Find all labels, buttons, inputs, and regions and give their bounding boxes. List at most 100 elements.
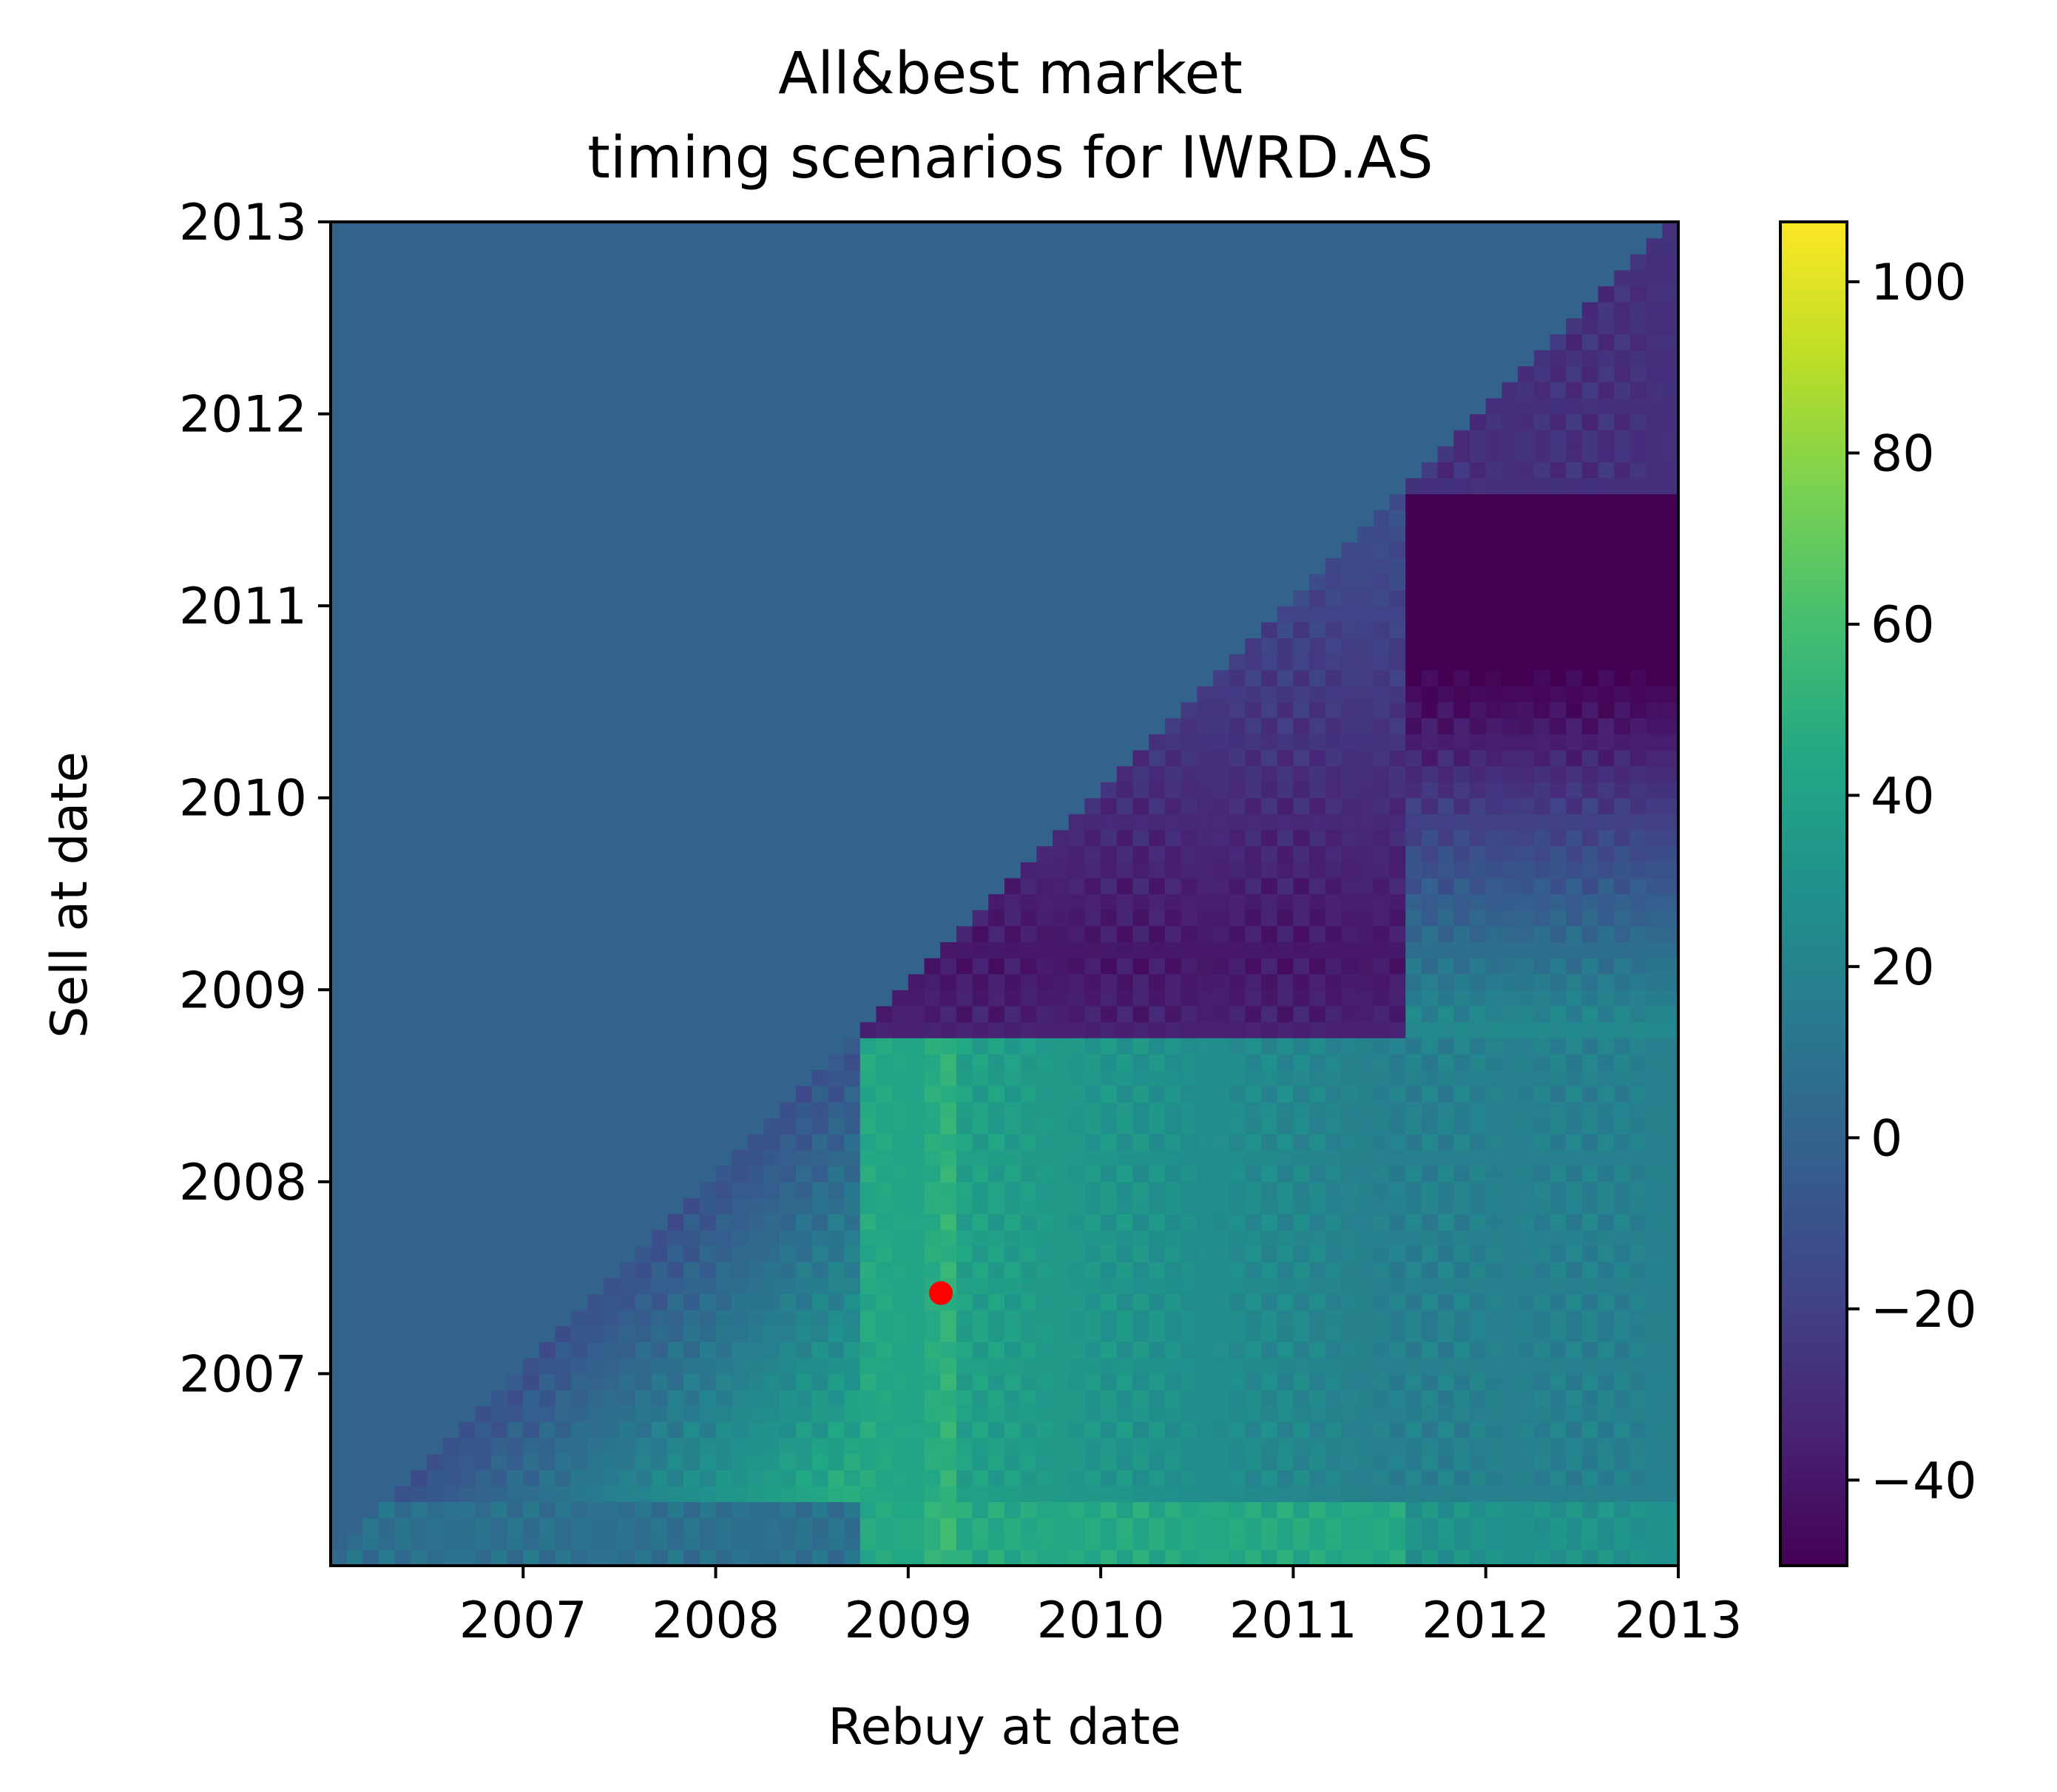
heatmap-cell (780, 510, 797, 527)
heatmap-cell (1164, 1453, 1182, 1470)
heatmap-cell (796, 1086, 813, 1103)
heatmap-cell (1229, 1086, 1246, 1103)
heatmap-cell (1245, 1373, 1262, 1390)
heatmap-cell (635, 413, 652, 430)
heatmap-cell (924, 638, 941, 655)
heatmap-cell (1197, 222, 1214, 239)
heatmap-cell (411, 254, 428, 271)
heatmap-cell (1084, 573, 1101, 591)
heatmap-cell (555, 541, 572, 558)
heatmap-cell (507, 413, 524, 430)
heatmap-cell (1036, 973, 1053, 990)
heatmap-cell (619, 941, 636, 958)
heatmap-cell (715, 397, 732, 415)
heatmap-cell (972, 621, 989, 638)
heatmap-cell (538, 1501, 556, 1518)
heatmap-cell (972, 1470, 989, 1487)
heatmap-cell (828, 973, 845, 990)
heatmap-cell (732, 1229, 749, 1246)
heatmap-cell (394, 1262, 412, 1279)
heatmap-cell (587, 237, 604, 254)
heatmap-cell (346, 1277, 363, 1294)
heatmap-cell (876, 525, 893, 543)
heatmap-cell (699, 382, 717, 399)
heatmap-cell (571, 686, 588, 703)
heatmap-cell (1116, 1421, 1134, 1438)
heatmap-cell (331, 365, 348, 382)
heatmap-cell (892, 589, 909, 606)
heatmap-cell (747, 1421, 765, 1438)
heatmap-cell (1149, 1421, 1166, 1438)
heatmap-cell (346, 413, 363, 430)
heatmap-cell (442, 638, 460, 655)
heatmap-cell (763, 269, 780, 287)
heatmap-cell (747, 493, 765, 510)
heatmap-cell (394, 317, 412, 335)
heatmap-cell (715, 269, 732, 287)
heatmap-cell (442, 1053, 460, 1071)
heatmap-cell (427, 1518, 444, 1535)
heatmap-cell (1245, 445, 1262, 463)
heatmap-cell (507, 1166, 524, 1183)
heatmap-cell (1229, 317, 1246, 335)
heatmap-cell (780, 1069, 797, 1086)
heatmap-cell (1149, 990, 1166, 1007)
heatmap-cell (908, 1405, 925, 1422)
heatmap-cell (763, 654, 780, 671)
heatmap-cell (844, 1437, 861, 1455)
heatmap-cell (1261, 1533, 1278, 1550)
heatmap-cell (1101, 1325, 1118, 1342)
heatmap-cell (876, 350, 893, 367)
heatmap-cell (956, 1453, 973, 1470)
heatmap-cell (523, 734, 540, 751)
heatmap-cell (362, 701, 379, 719)
heatmap-cell (587, 478, 604, 495)
heatmap-cell (427, 910, 444, 927)
heatmap-cell (1149, 973, 1166, 990)
heatmap-cell (1101, 350, 1118, 367)
heatmap-cell (442, 814, 460, 831)
heatmap-cell (603, 1245, 621, 1262)
heatmap-cell (1053, 1390, 1070, 1407)
heatmap-cell (1245, 493, 1262, 510)
heatmap-cell (1068, 510, 1086, 527)
heatmap-cell (715, 973, 732, 990)
heatmap-cell (1212, 1133, 1230, 1151)
heatmap-cell (507, 382, 524, 399)
heatmap-cell (331, 1342, 348, 1359)
heatmap-cell (459, 1197, 476, 1214)
heatmap-cell (1101, 1405, 1118, 1422)
heatmap-cell (780, 1342, 797, 1359)
heatmap-cell (940, 1133, 957, 1151)
heatmap-cell (828, 1229, 845, 1246)
heatmap-cell (732, 493, 749, 510)
heatmap-cell (699, 1133, 717, 1151)
heatmap-cell (859, 1390, 877, 1407)
heatmap-cell (699, 1245, 717, 1262)
heatmap-cell (1084, 1390, 1101, 1407)
heatmap-cell (587, 461, 604, 479)
heatmap-cell (1132, 397, 1149, 415)
heatmap-cell (523, 541, 540, 558)
heatmap-cell (507, 1373, 524, 1390)
heatmap-cell (796, 1518, 813, 1535)
heatmap-cell (442, 1086, 460, 1103)
heatmap-cell (603, 1197, 621, 1214)
heatmap-cell (442, 1309, 460, 1327)
heatmap-cell (972, 510, 989, 527)
heatmap-cell (1132, 877, 1149, 895)
heatmap-cell (651, 701, 669, 719)
heatmap-cell (619, 430, 636, 447)
heatmap-cell (587, 1133, 604, 1151)
heatmap-cell (538, 669, 556, 686)
heatmap-cell (1101, 1549, 1118, 1566)
heatmap-cell (940, 1453, 957, 1470)
heatmap-cell (924, 1197, 941, 1214)
heatmap-cell (619, 1021, 636, 1038)
heatmap-cell (411, 558, 428, 575)
heatmap-cell (555, 1470, 572, 1487)
heatmap-cell (859, 1437, 877, 1455)
heatmap-cell (811, 413, 828, 430)
heatmap-cell (1004, 1373, 1021, 1390)
heatmap-cell (1149, 734, 1166, 751)
